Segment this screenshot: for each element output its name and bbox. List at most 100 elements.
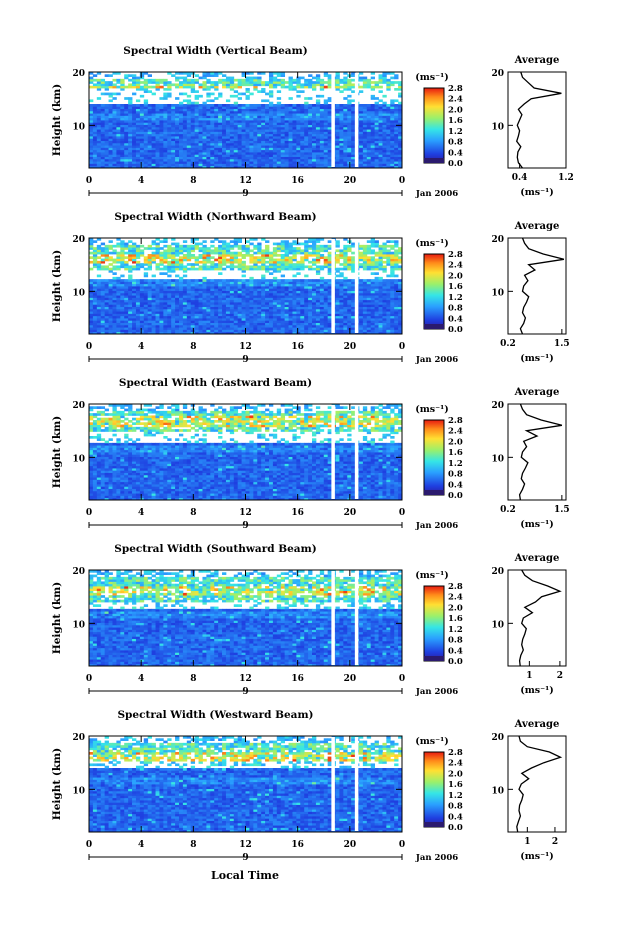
heatmap-cell: [308, 324, 313, 328]
heatmap-cell: [132, 110, 137, 114]
heatmap-cell: [175, 329, 180, 333]
heatmap-cell: [261, 311, 266, 314]
heatmap-cell: [304, 292, 309, 296]
heatmap-cell: [288, 327, 293, 330]
heatmap-cell: [382, 327, 387, 330]
heatmap-cell: [237, 92, 242, 96]
heatmap-cell: [276, 158, 282, 162]
heatmap-cell: [308, 122, 313, 125]
heatmap-cell: [370, 129, 376, 132]
heatmap-cell: [253, 318, 258, 321]
heatmap-cell: [343, 108, 348, 112]
heatmap-cell: [253, 265, 258, 269]
heatmap-cell: [175, 165, 180, 169]
heatmap-cell: [308, 297, 313, 301]
heatmap-cell: [347, 133, 352, 137]
heatmap-cell: [120, 133, 125, 137]
heatmap-cell: [358, 131, 364, 135]
heatmap-cell: [268, 324, 274, 328]
heatmap-cell: [96, 263, 102, 266]
heatmap-cell: [265, 292, 270, 296]
heatmap-cell: [276, 81, 282, 84]
heatmap-cell: [202, 327, 207, 330]
heatmap-cell: [198, 115, 203, 119]
heatmap-cell: [120, 147, 125, 151]
heatmap-cell: [358, 156, 364, 160]
colorbar: [423, 87, 445, 164]
heatmap-cell: [257, 304, 262, 307]
heatmap-cell: [382, 163, 387, 167]
heatmap-cell: [171, 270, 176, 273]
heatmap-cell: [198, 304, 203, 307]
heatmap-cell: [280, 290, 286, 294]
heatmap-cell: [272, 81, 278, 84]
heatmap-cell: [292, 133, 297, 137]
heatmap-cell: [198, 117, 203, 121]
heatmap-cell: [386, 138, 391, 141]
heatmap-cell: [253, 281, 258, 285]
heatmap-cell: [315, 122, 321, 125]
heatmap-cell: [182, 78, 188, 82]
heatmap-cell: [261, 306, 266, 310]
heatmap-cell: [206, 78, 211, 82]
heatmap-cell: [343, 140, 348, 144]
heatmap-cell: [100, 327, 106, 330]
heatmap-cell: [147, 108, 152, 112]
heatmap-cell: [300, 283, 305, 287]
heatmap-cell: [178, 315, 184, 319]
heatmap-cell: [182, 311, 188, 314]
heatmap-cell: [245, 76, 250, 80]
heatmap-cell: [167, 327, 172, 330]
heatmap-cell: [89, 281, 94, 285]
heatmap-cell: [272, 78, 278, 82]
heatmap-cell: [355, 331, 360, 335]
heatmap-cell: [261, 165, 266, 169]
heatmap-cell: [132, 131, 137, 135]
heatmap-cell: [132, 120, 137, 123]
heatmap-cell: [315, 161, 321, 164]
heatmap-cell: [296, 304, 301, 307]
heatmap-cell: [339, 122, 344, 125]
heatmap-cell: [335, 292, 340, 296]
heatmap-cell: [225, 108, 231, 112]
heatmap-cell: [167, 154, 172, 157]
heatmap-cell: [167, 158, 172, 162]
heatmap-cell: [186, 154, 192, 157]
heatmap-cell: [351, 138, 356, 141]
heatmap-cell: [222, 331, 227, 335]
heatmap-cell: [366, 142, 372, 146]
heatmap-cell: [233, 149, 239, 153]
heatmap-cell: [300, 281, 305, 285]
heatmap-cell: [100, 108, 106, 112]
heatmap-cell: [218, 324, 223, 328]
heatmap-cell: [194, 138, 199, 141]
heatmap-cell: [104, 145, 109, 148]
heatmap-cell: [206, 99, 211, 103]
heatmap-cell: [249, 83, 254, 87]
heatmap-cell: [249, 113, 254, 116]
heatmap-cell: [171, 295, 176, 298]
heatmap-cell: [237, 85, 242, 89]
heatmap-cell: [104, 297, 109, 301]
heatmap-cell: [143, 295, 149, 298]
heatmap-cell: [198, 318, 203, 321]
heatmap-cell: [315, 165, 321, 169]
heatmap-cell: [327, 318, 332, 321]
heatmap-cell: [163, 142, 168, 146]
heatmap-cell: [241, 331, 246, 335]
colorbar-tick-label: 2.8: [448, 84, 463, 94]
heatmap-cell: [351, 279, 356, 282]
heatmap-cell: [315, 131, 321, 135]
heatmap-cell: [206, 299, 211, 303]
heatmap-cell: [398, 88, 403, 91]
heatmap-cell: [327, 104, 332, 107]
heatmap-cell: [272, 290, 278, 294]
heatmap-cell: [327, 265, 332, 269]
heatmap-cell: [261, 324, 266, 328]
heatmap-cell: [374, 138, 379, 141]
heatmap-cell: [190, 265, 196, 269]
heatmap-cell: [206, 72, 211, 75]
heatmap-cell: [120, 131, 125, 135]
heatmap-cell: [268, 299, 274, 303]
heatmap-cell: [370, 147, 376, 151]
